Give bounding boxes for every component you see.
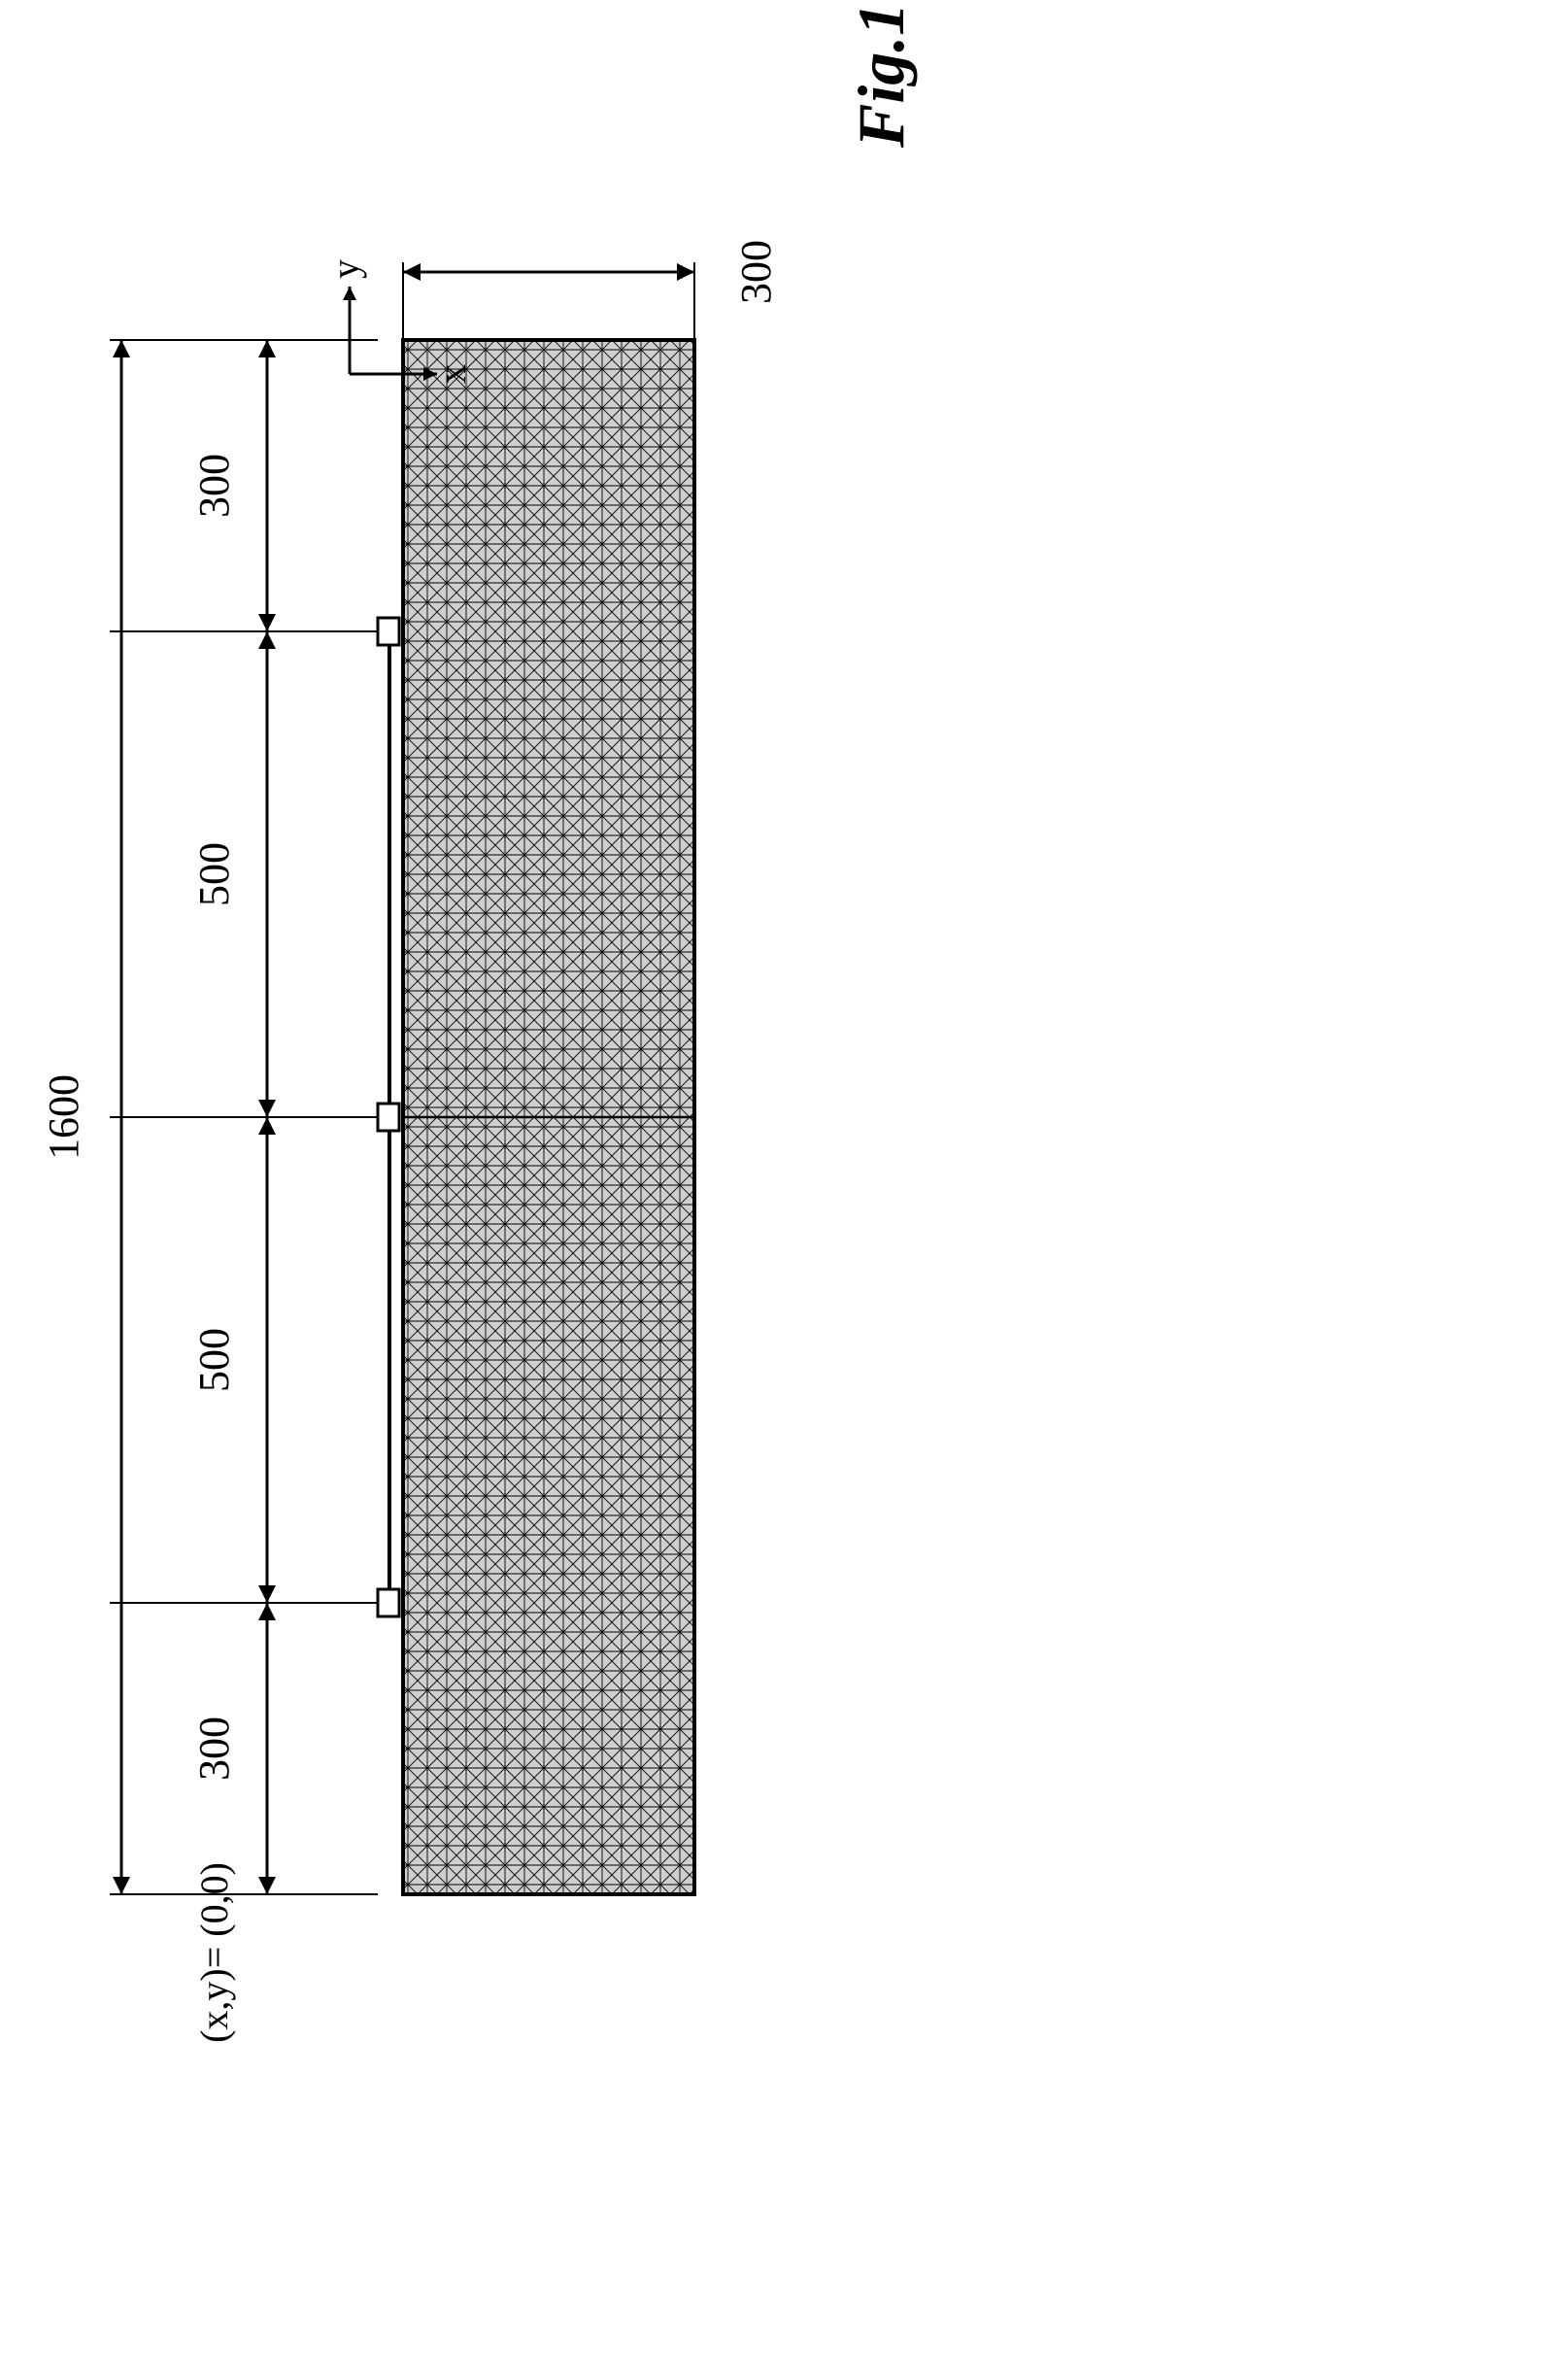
axis-x-label: x — [430, 364, 474, 384]
dim-span-0: 300 — [190, 1717, 238, 1781]
dim-h-300: 300 — [732, 240, 780, 304]
arrowhead — [258, 1603, 276, 1620]
arrowhead — [403, 263, 421, 281]
support-3 — [378, 618, 399, 645]
arrowhead — [258, 1877, 276, 1894]
arrowhead — [258, 614, 276, 631]
figure-drawing: 300 500 500 300 1600 (x,y)= (0,0) y x 300 — [0, 0, 1550, 2380]
support-1 — [378, 1589, 399, 1616]
arrowhead — [113, 340, 130, 357]
dim-span-3: 300 — [190, 454, 238, 518]
dim-span-2: 500 — [190, 842, 238, 906]
arrowhead — [343, 287, 356, 300]
arrowhead — [258, 1117, 276, 1135]
dim-span-1: 500 — [190, 1328, 238, 1392]
arrowhead — [258, 340, 276, 357]
origin-label: (x,y)= (0,0) — [192, 1862, 236, 2043]
arrowhead — [677, 263, 694, 281]
arrowhead — [258, 1100, 276, 1117]
axis-y-label: y — [323, 259, 367, 279]
arrowhead — [258, 1585, 276, 1603]
dim-total-1600: 1600 — [40, 1074, 87, 1160]
arrowhead — [113, 1877, 130, 1894]
support-2 — [378, 1104, 399, 1131]
arrowhead — [258, 631, 276, 649]
page: Fig.1 3005005003001600(x,y)= (0,0)yx300 — [0, 0, 1550, 2380]
